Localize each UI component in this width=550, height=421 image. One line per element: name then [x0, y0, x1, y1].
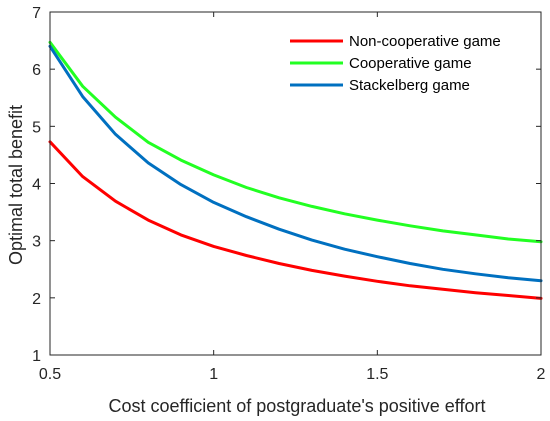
plot-background — [50, 12, 541, 355]
series-line-2 — [48, 40, 543, 244]
x-axis-label: Cost coefficient of postgraduate's posit… — [109, 396, 486, 416]
y-axis-label: Optimal total benefit — [6, 105, 26, 265]
y-tick-label: 1 — [32, 348, 41, 365]
y-tick-label: 3 — [32, 234, 41, 251]
y-tick-label: 4 — [32, 177, 41, 194]
series-line-3 — [48, 44, 543, 283]
legend: Non-cooperative game Cooperative game Stac… — [290, 33, 501, 94]
x-tick-label: 2 — [537, 366, 546, 383]
series-group — [48, 40, 543, 300]
y-tick-label: 2 — [32, 291, 41, 308]
legend-label-3: Stackelberg game — [349, 77, 470, 94]
legend-label-1: Non-cooperative game — [349, 33, 501, 50]
x-tick-label: 1.5 — [366, 366, 388, 383]
legend-label-2: Cooperative game — [349, 55, 472, 72]
plot-area — [50, 12, 541, 355]
series-line-1 — [48, 140, 543, 300]
x-tick-label: 1 — [209, 366, 218, 383]
y-tick-label: 5 — [32, 119, 41, 136]
x-tick-label: 0.5 — [39, 366, 61, 383]
y-tick-label: 6 — [32, 62, 41, 79]
y-tick-label: 7 — [32, 5, 41, 22]
